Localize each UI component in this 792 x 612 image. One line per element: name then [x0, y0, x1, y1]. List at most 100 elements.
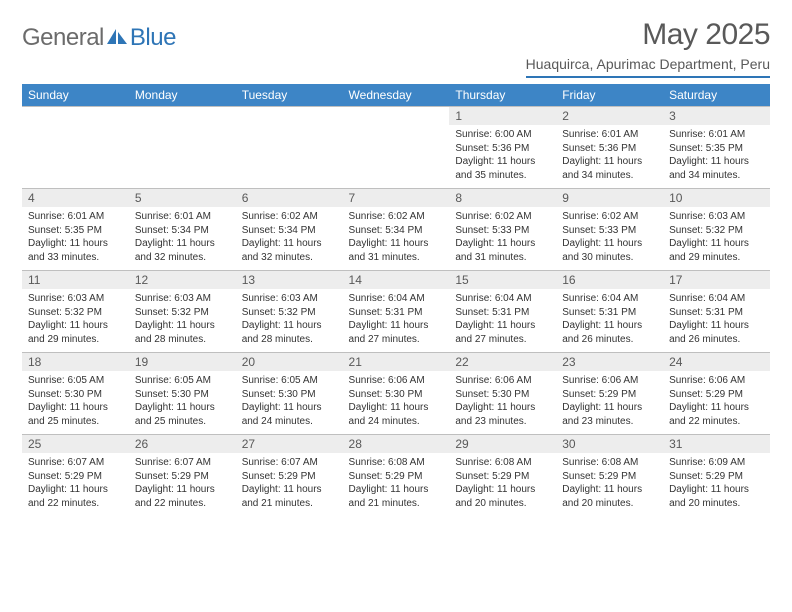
daylight-line: Daylight: 11 hours and 20 minutes.: [455, 483, 550, 510]
sunrise-line: Sunrise: 6:08 AM: [349, 456, 444, 470]
daylight-line: Daylight: 11 hours and 22 minutes.: [28, 483, 123, 510]
sunset-line: Sunset: 5:29 PM: [28, 470, 123, 484]
day-info-cell: Sunrise: 6:03 AMSunset: 5:32 PMDaylight:…: [236, 289, 343, 353]
sunrise-line: Sunrise: 6:01 AM: [562, 128, 657, 142]
sunset-line: Sunset: 5:29 PM: [135, 470, 230, 484]
sunset-line: Sunset: 5:29 PM: [349, 470, 444, 484]
day-info-cell: Sunrise: 6:02 AMSunset: 5:33 PMDaylight:…: [556, 207, 663, 271]
sunrise-line: Sunrise: 6:08 AM: [562, 456, 657, 470]
day-info-cell: Sunrise: 6:02 AMSunset: 5:34 PMDaylight:…: [343, 207, 450, 271]
day-number-cell: 13: [236, 271, 343, 290]
daylight-line: Daylight: 11 hours and 28 minutes.: [242, 319, 337, 346]
calendar-page: General Blue May 2025 Huaquirca, Apurima…: [0, 0, 792, 526]
day-info-cell: Sunrise: 6:08 AMSunset: 5:29 PMDaylight:…: [343, 453, 450, 516]
day-info-cell: Sunrise: 6:04 AMSunset: 5:31 PMDaylight:…: [343, 289, 450, 353]
sunrise-line: Sunrise: 6:06 AM: [349, 374, 444, 388]
day-info-cell: Sunrise: 6:07 AMSunset: 5:29 PMDaylight:…: [22, 453, 129, 516]
daylight-line: Daylight: 11 hours and 31 minutes.: [349, 237, 444, 264]
daylight-line: Daylight: 11 hours and 22 minutes.: [135, 483, 230, 510]
day-number-cell: 9: [556, 189, 663, 208]
sunset-line: Sunset: 5:29 PM: [455, 470, 550, 484]
sunrise-line: Sunrise: 6:01 AM: [28, 210, 123, 224]
day-info-cell: Sunrise: 6:02 AMSunset: 5:33 PMDaylight:…: [449, 207, 556, 271]
calendar-body: 123 Sunrise: 6:00 AMSunset: 5:36 PM Daylig…: [22, 107, 770, 517]
day-number-cell: 4: [22, 189, 129, 208]
day-number-row: 25262728293031: [22, 435, 770, 454]
day-info-cell: [129, 125, 236, 189]
sunset-line: Sunset: 5:36 PM: [455, 142, 550, 156]
sunrise-line: Sunrise: 6:05 AM: [135, 374, 230, 388]
daylight-line: Daylight: 11 hours and 32 minutes.: [242, 237, 337, 264]
sunset-line: Sunset: 5:30 PM: [242, 388, 337, 402]
weekday-header: Monday: [129, 84, 236, 107]
sunrise-line: Sunrise: 6:04 AM: [349, 292, 444, 306]
sunset-line: Sunset: 5:30 PM: [135, 388, 230, 402]
sunrise-line: Sunrise: 6:01 AM: [669, 128, 764, 142]
day-number-cell: 31: [663, 435, 770, 454]
day-info-cell: [22, 125, 129, 189]
day-info-cell: Sunrise: 6:07 AMSunset: 5:29 PMDaylight:…: [129, 453, 236, 516]
day-info-cell: Sunrise: 6:01 AMSunset: 5:34 PMDaylight:…: [129, 207, 236, 271]
day-number-cell: 14: [343, 271, 450, 290]
weekday-header: Sunday: [22, 84, 129, 107]
day-number-cell: 8: [449, 189, 556, 208]
day-number-cell: 17: [663, 271, 770, 290]
day-number-row: 123: [22, 107, 770, 126]
weekday-header: Thursday: [449, 84, 556, 107]
daylight-line: Daylight: 11 hours and 27 minutes.: [349, 319, 444, 346]
day-info-row: Sunrise: 6:07 AMSunset: 5:29 PMDaylight:…: [22, 453, 770, 516]
day-number-cell: 28: [343, 435, 450, 454]
sunrise-line: Sunrise: 6:04 AM: [669, 292, 764, 306]
sunrise-line: Sunrise: 6:03 AM: [242, 292, 337, 306]
daylight-line: Daylight: 11 hours and 27 minutes.: [455, 319, 550, 346]
daylight-line: Daylight: 11 hours and 30 minutes.: [562, 237, 657, 264]
sunset-line: Sunset: 5:29 PM: [562, 470, 657, 484]
day-number-cell: 27: [236, 435, 343, 454]
day-number-cell: 29: [449, 435, 556, 454]
daylight-line: Daylight: 11 hours and 20 minutes.: [562, 483, 657, 510]
daylight-line: Daylight: 11 hours and 26 minutes.: [562, 319, 657, 346]
daylight-line: Daylight: 11 hours and 26 minutes.: [669, 319, 764, 346]
sunrise-line: Sunrise: 6:07 AM: [135, 456, 230, 470]
day-number-cell: 21: [343, 353, 450, 372]
day-info-cell: Sunrise: 6:02 AMSunset: 5:34 PMDaylight:…: [236, 207, 343, 271]
day-number-cell: 10: [663, 189, 770, 208]
sunrise-line: Sunrise: 6:05 AM: [28, 374, 123, 388]
day-info-row: Sunrise: 6:03 AMSunset: 5:32 PMDaylight:…: [22, 289, 770, 353]
header: General Blue May 2025 Huaquirca, Apurima…: [22, 18, 770, 78]
daylight-line: Daylight: 11 hours and 21 minutes.: [242, 483, 337, 510]
sunrise-line: Sunrise: 6:00 AM: [455, 128, 550, 142]
sunset-line: Sunset: 5:34 PM: [135, 224, 230, 238]
sunset-line: Sunset: 5:31 PM: [349, 306, 444, 320]
day-number-cell: 6: [236, 189, 343, 208]
day-number-cell: 12: [129, 271, 236, 290]
logo-sail-icon: [106, 28, 128, 48]
weekday-header: Saturday: [663, 84, 770, 107]
day-number-cell: 15: [449, 271, 556, 290]
logo-text-general: General: [22, 24, 104, 52]
sunset-line: Sunset: 5:29 PM: [669, 388, 764, 402]
sunset-line: Sunset: 5:34 PM: [242, 224, 337, 238]
sunrise-line: Sunrise: 6:02 AM: [349, 210, 444, 224]
sunrise-line: Sunrise: 6:06 AM: [455, 374, 550, 388]
day-number-row: 11121314151617: [22, 271, 770, 290]
sunrise-line: Sunrise: 6:03 AM: [135, 292, 230, 306]
day-number-cell: 2: [556, 107, 663, 126]
sunrise-line: Sunrise: 6:07 AM: [242, 456, 337, 470]
page-subtitle: Huaquirca, Apurimac Department, Peru: [526, 56, 770, 72]
sunset-line: Sunset: 5:35 PM: [28, 224, 123, 238]
day-number-cell: 5: [129, 189, 236, 208]
sunset-line: Sunset: 5:32 PM: [135, 306, 230, 320]
day-number-cell: 7: [343, 189, 450, 208]
day-number-cell: 30: [556, 435, 663, 454]
sunset-line: Sunset: 5:31 PM: [562, 306, 657, 320]
calendar-table: Sunday Monday Tuesday Wednesday Thursday…: [22, 84, 770, 516]
day-number-cell: 23: [556, 353, 663, 372]
weekday-header: Wednesday: [343, 84, 450, 107]
day-info-cell: Sunrise: 6:03 AMSunset: 5:32 PMDaylight:…: [663, 207, 770, 271]
sunrise-line: Sunrise: 6:02 AM: [562, 210, 657, 224]
day-info-cell: Sunrise: 6:05 AMSunset: 5:30 PMDaylight:…: [129, 371, 236, 435]
weekday-header-row: Sunday Monday Tuesday Wednesday Thursday…: [22, 84, 770, 107]
day-info-cell: [343, 125, 450, 189]
sunset-line: Sunset: 5:34 PM: [349, 224, 444, 238]
